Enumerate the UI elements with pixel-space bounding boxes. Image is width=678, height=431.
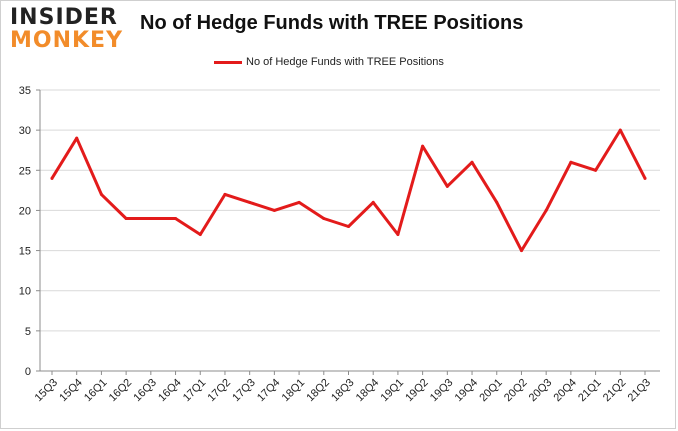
x-tick-label: 19Q2	[403, 377, 431, 405]
x-tick-label: 19Q3	[428, 377, 456, 405]
y-tick-label: 0	[25, 366, 31, 378]
data-point	[643, 176, 647, 180]
chart-title: No of Hedge Funds with TREE Positions	[140, 12, 524, 34]
data-point	[519, 249, 523, 253]
x-tick-label: 20Q4	[551, 377, 579, 405]
data-point	[174, 216, 178, 220]
x-tick-label: 19Q4	[453, 377, 481, 405]
x-tick-label: 19Q1	[379, 377, 407, 405]
x-tick-label: 18Q4	[354, 377, 382, 405]
logo-line-monkey: MONKEY	[10, 28, 124, 53]
data-point	[618, 128, 622, 132]
x-tick-label: 16Q3	[131, 377, 159, 405]
x-tick-label: 17Q2	[206, 377, 234, 405]
y-tick-label: 35	[19, 85, 31, 97]
y-tick-label: 25	[19, 165, 31, 177]
data-point	[223, 192, 227, 196]
data-point	[248, 200, 252, 204]
x-tick-label: 15Q3	[33, 377, 61, 405]
y-tick-label: 30	[19, 125, 31, 137]
x-tick-label: 16Q1	[82, 377, 110, 405]
x-tick-label: 20Q2	[502, 377, 530, 405]
x-tick-label: 18Q2	[304, 377, 332, 405]
x-tick-label: 18Q3	[329, 377, 357, 405]
data-point	[421, 144, 425, 148]
legend: No of Hedge Funds with TREE Positions	[214, 55, 444, 69]
x-tick-label: 17Q4	[255, 377, 283, 405]
data-point	[297, 200, 301, 204]
data-point	[149, 216, 153, 220]
x-tick-label: 16Q2	[107, 377, 135, 405]
data-point	[50, 176, 54, 180]
x-tick-label: 17Q3	[230, 377, 258, 405]
x-tick-label: 21Q3	[626, 377, 654, 405]
data-point	[75, 136, 79, 140]
data-point	[371, 200, 375, 204]
x-tick-label: 17Q1	[181, 377, 209, 405]
data-point	[470, 160, 474, 164]
y-tick-label: 20	[19, 205, 31, 217]
x-tick-label: 16Q4	[156, 377, 184, 405]
data-point	[445, 184, 449, 188]
data-point	[124, 216, 128, 220]
data-point	[544, 208, 548, 212]
data-point	[198, 233, 202, 237]
logo-line-insider: INSIDER	[10, 5, 118, 30]
x-tick-label: 18Q1	[280, 377, 308, 405]
y-tick-label: 5	[25, 326, 31, 338]
data-point	[569, 160, 573, 164]
data-point	[99, 192, 103, 196]
data-point	[322, 216, 326, 220]
x-tick-label: 21Q2	[601, 377, 629, 405]
series-line	[50, 128, 647, 253]
data-point	[594, 168, 598, 172]
legend-label: No of Hedge Funds with TREE Positions	[246, 56, 444, 68]
y-tick-label: 10	[19, 286, 31, 298]
x-tick-label: 21Q1	[576, 377, 604, 405]
x-tick-label: 15Q4	[57, 377, 85, 405]
data-point	[347, 224, 350, 228]
x-tick-label: 20Q3	[527, 377, 555, 405]
insider-monkey-logo: INSIDER MONKEY	[10, 6, 128, 56]
x-tick-label: 20Q1	[477, 377, 505, 405]
legend-swatch	[214, 60, 242, 64]
data-point	[495, 200, 499, 204]
y-tick-label: 15	[19, 246, 31, 258]
data-point	[272, 208, 276, 212]
data-point	[396, 233, 400, 237]
